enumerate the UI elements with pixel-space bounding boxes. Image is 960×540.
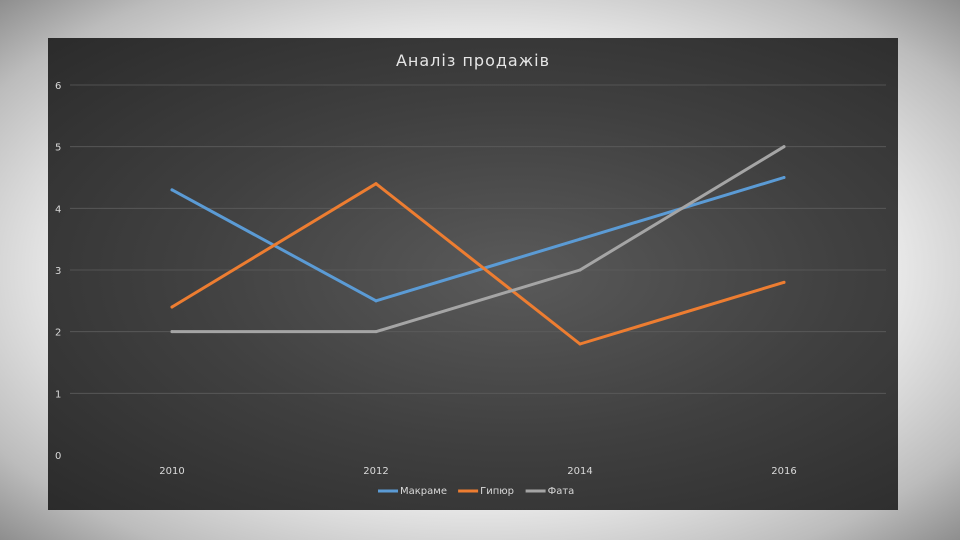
gridlines (70, 84, 886, 394)
y-tick-label: 6 (55, 81, 61, 92)
data-point (782, 280, 786, 284)
data-point (170, 188, 174, 192)
data-point (578, 342, 582, 346)
data-point (374, 299, 378, 303)
data-point (578, 237, 582, 241)
data-point (782, 176, 786, 179)
y-axis-ticks: 0 1 2 3 4 5 6 (55, 81, 61, 462)
line-chart: Аналіз продажів 0 1 2 3 4 5 6 2010 2012 2014 2016… (55, 51, 886, 497)
data-point (782, 145, 786, 149)
legend: Макраме Гипюр Фата (378, 486, 574, 497)
x-tick-label: 2010 (159, 466, 184, 477)
y-tick-label: 4 (55, 204, 61, 215)
x-axis-ticks: 2010 2012 2014 2016 (159, 466, 796, 477)
chart-title: Аналіз продажів (396, 51, 550, 70)
y-tick-label: 2 (55, 328, 61, 339)
y-tick-label: 5 (55, 143, 61, 154)
data-point (374, 330, 378, 334)
legend-label: Фата (548, 486, 575, 497)
x-tick-label: 2012 (363, 466, 388, 477)
data-point (374, 182, 378, 186)
y-tick-label: 1 (55, 389, 61, 400)
y-tick-label: 3 (55, 266, 61, 277)
series-lines (170, 145, 786, 346)
y-tick-label: 0 (55, 451, 61, 462)
legend-label: Гипюр (480, 486, 514, 497)
chart-panel: Аналіз продажів 0 1 2 3 4 5 6 2010 2012 2014 2016… (48, 38, 898, 510)
data-point (170, 330, 174, 334)
series-line (170, 182, 786, 346)
data-point (170, 305, 174, 309)
series-line (170, 145, 786, 334)
series-line (170, 176, 786, 303)
legend-label: Макраме (400, 486, 447, 497)
x-tick-label: 2014 (567, 466, 592, 477)
x-tick-label: 2016 (771, 466, 796, 477)
data-point (578, 268, 582, 272)
